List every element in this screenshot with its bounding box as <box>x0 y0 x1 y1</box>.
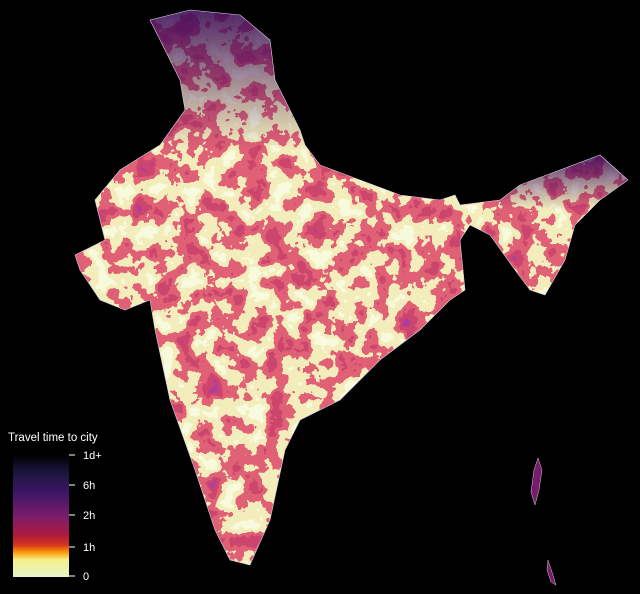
legend-colorbar <box>13 455 69 577</box>
legend-tick-label: 1d+ <box>83 450 102 462</box>
legend-tick-label: 6h <box>83 480 95 492</box>
legend-tick-label: 2h <box>83 510 95 522</box>
legend-tick-label: 0 <box>83 571 89 583</box>
legend-tick-label: 1h <box>83 542 95 554</box>
legend: Travel time to city 1d+ 6h 2h 1h 0 <box>8 432 102 583</box>
border <box>74 9 629 566</box>
nicobar-islands <box>546 559 557 586</box>
legend-title: Travel time to city <box>8 432 98 444</box>
andaman-islands <box>530 457 543 506</box>
islands <box>530 457 557 586</box>
